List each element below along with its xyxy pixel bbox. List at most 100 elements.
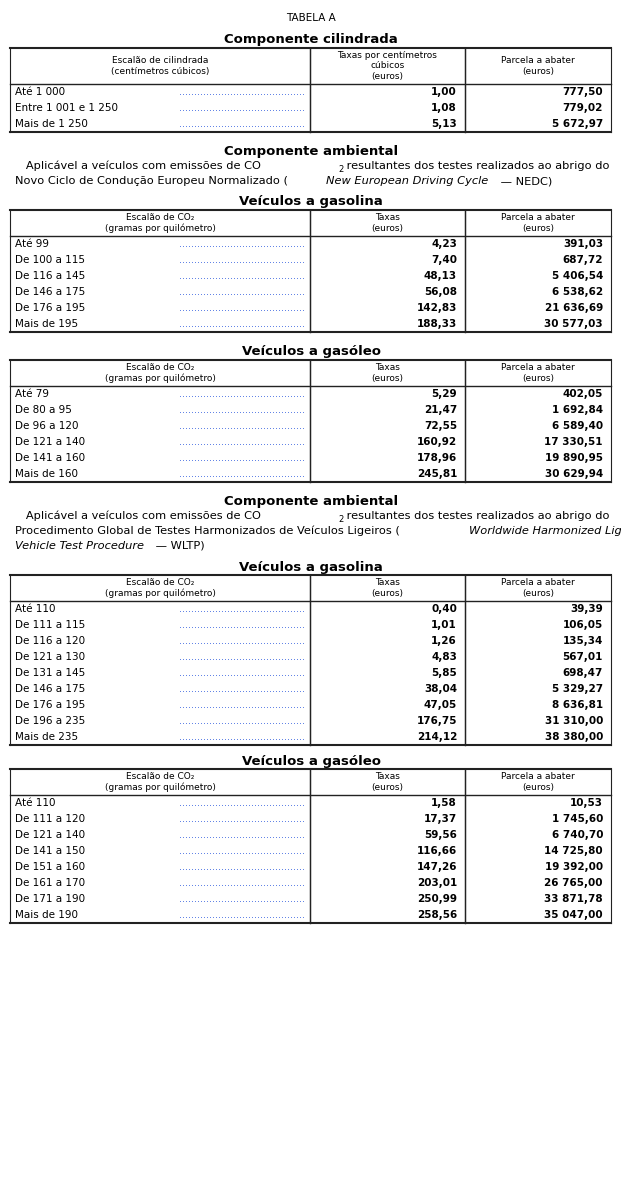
Text: Escalão de CO₂
(gramas por quilómetro): Escalão de CO₂ (gramas por quilómetro) xyxy=(104,772,215,792)
Text: De 141 a 160: De 141 a 160 xyxy=(15,453,85,463)
Text: 39,39: 39,39 xyxy=(570,604,603,614)
Text: 147,26: 147,26 xyxy=(417,862,457,872)
Text: 2: 2 xyxy=(338,165,343,174)
Text: De 100 a 115: De 100 a 115 xyxy=(15,255,85,265)
Text: ..........................................: ........................................… xyxy=(179,652,305,662)
Text: 5,13: 5,13 xyxy=(431,119,457,129)
Text: ..........................................: ........................................… xyxy=(179,453,305,463)
Text: 203,01: 203,01 xyxy=(417,878,457,888)
Text: 48,13: 48,13 xyxy=(424,271,457,281)
Text: Parcela a abater
(euros): Parcela a abater (euros) xyxy=(501,363,575,382)
Text: 14 725,80: 14 725,80 xyxy=(545,846,603,856)
Text: ..........................................: ........................................… xyxy=(179,894,305,904)
Text: Entre 1 001 e 1 250: Entre 1 001 e 1 250 xyxy=(15,103,118,113)
Text: 245,81: 245,81 xyxy=(417,469,457,480)
Text: 250,99: 250,99 xyxy=(417,894,457,904)
Text: De 121 a 130: De 121 a 130 xyxy=(15,652,85,662)
Text: ..........................................: ........................................… xyxy=(179,636,305,646)
Text: 178,96: 178,96 xyxy=(417,453,457,463)
Text: Worldwide Harmonized Light: Worldwide Harmonized Light xyxy=(469,526,621,537)
Text: 7,40: 7,40 xyxy=(431,255,457,265)
Text: 687,72: 687,72 xyxy=(563,255,603,265)
Text: Veículos a gasolina: Veículos a gasolina xyxy=(239,196,383,209)
Text: ..........................................: ........................................… xyxy=(179,814,305,824)
Text: Parcela a abater
(euros): Parcela a abater (euros) xyxy=(501,578,575,598)
Text: ..........................................: ........................................… xyxy=(179,239,305,249)
Text: Veículos a gasóleo: Veículos a gasóleo xyxy=(242,345,381,358)
Text: De 80 a 95: De 80 a 95 xyxy=(15,405,72,415)
Text: De 171 a 190: De 171 a 190 xyxy=(15,894,85,904)
Text: New European Driving Cycle: New European Driving Cycle xyxy=(326,176,488,186)
Text: De 111 a 120: De 111 a 120 xyxy=(15,814,85,824)
Text: Mais de 190: Mais de 190 xyxy=(15,910,78,920)
Text: ..........................................: ........................................… xyxy=(179,421,305,431)
Text: 258,56: 258,56 xyxy=(417,910,457,920)
Text: Vehicle Test Procedure: Vehicle Test Procedure xyxy=(15,541,144,551)
Text: Parcela a abater
(euros): Parcela a abater (euros) xyxy=(501,56,575,76)
Text: 4,83: 4,83 xyxy=(431,652,457,662)
Text: ..........................................: ........................................… xyxy=(179,389,305,399)
Text: De 111 a 115: De 111 a 115 xyxy=(15,620,85,630)
Text: Mais de 195: Mais de 195 xyxy=(15,319,78,329)
Text: ..........................................: ........................................… xyxy=(179,862,305,872)
Text: 5 672,97: 5 672,97 xyxy=(551,119,603,129)
Text: 1,58: 1,58 xyxy=(431,798,457,808)
Text: Parcela a abater
(euros): Parcela a abater (euros) xyxy=(501,214,575,233)
Text: 142,83: 142,83 xyxy=(417,303,457,313)
Text: ..........................................: ........................................… xyxy=(179,87,305,97)
Text: 135,34: 135,34 xyxy=(563,636,603,646)
Text: ..........................................: ........................................… xyxy=(179,716,305,726)
Text: 6 538,62: 6 538,62 xyxy=(552,287,603,297)
Text: 779,02: 779,02 xyxy=(563,103,603,113)
Text: 567,01: 567,01 xyxy=(563,652,603,662)
Text: 31 310,00: 31 310,00 xyxy=(545,716,603,726)
Text: Novo Ciclo de Condução Europeu Normalizado (: Novo Ciclo de Condução Europeu Normaliza… xyxy=(15,176,288,186)
Text: 8 636,81: 8 636,81 xyxy=(552,700,603,710)
Text: Taxas
(euros): Taxas (euros) xyxy=(371,773,404,792)
Text: De 176 a 195: De 176 a 195 xyxy=(15,700,85,710)
Text: 1,00: 1,00 xyxy=(431,87,457,97)
Text: ..........................................: ........................................… xyxy=(179,732,305,742)
Text: Aplicável a veículos com emissões de CO: Aplicável a veículos com emissões de CO xyxy=(15,510,261,521)
Text: Aplicável a veículos com emissões de CO: Aplicável a veículos com emissões de CO xyxy=(15,160,261,171)
Text: 0,40: 0,40 xyxy=(431,604,457,614)
Text: 5,85: 5,85 xyxy=(431,668,457,678)
Text: ..........................................: ........................................… xyxy=(179,798,305,808)
Text: 106,05: 106,05 xyxy=(563,620,603,630)
Text: 21,47: 21,47 xyxy=(424,405,457,415)
Text: ..........................................: ........................................… xyxy=(179,700,305,710)
Text: Parcela a abater
(euros): Parcela a abater (euros) xyxy=(501,773,575,792)
Text: Taxas por centímetros
cúbicos
(euros): Taxas por centímetros cúbicos (euros) xyxy=(338,51,437,81)
Text: 17,37: 17,37 xyxy=(424,814,457,824)
Text: ..........................................: ........................................… xyxy=(179,620,305,630)
Text: 116,66: 116,66 xyxy=(417,846,457,856)
Text: 72,55: 72,55 xyxy=(424,421,457,431)
Text: Até 1 000: Até 1 000 xyxy=(15,87,65,97)
Text: De 96 a 120: De 96 a 120 xyxy=(15,421,78,431)
Text: 33 871,78: 33 871,78 xyxy=(545,894,603,904)
Text: Mais de 235: Mais de 235 xyxy=(15,732,78,742)
Text: Taxas
(euros): Taxas (euros) xyxy=(371,578,404,598)
Text: 5,29: 5,29 xyxy=(432,389,457,399)
Text: 5 406,54: 5 406,54 xyxy=(551,271,603,281)
Text: De 121 a 140: De 121 a 140 xyxy=(15,437,85,447)
Text: ..........................................: ........................................… xyxy=(179,405,305,415)
Text: Componente cilindrada: Componente cilindrada xyxy=(224,33,398,46)
Text: 160,92: 160,92 xyxy=(417,437,457,447)
Text: 19 392,00: 19 392,00 xyxy=(545,862,603,872)
Text: 176,75: 176,75 xyxy=(417,716,457,726)
Text: — NEDC): — NEDC) xyxy=(497,176,552,186)
Text: ..........................................: ........................................… xyxy=(179,846,305,856)
Text: 30 629,94: 30 629,94 xyxy=(545,469,603,480)
Text: Componente ambiental: Componente ambiental xyxy=(224,146,398,159)
Text: Veículos a gasolina: Veículos a gasolina xyxy=(239,560,383,573)
Text: 21 636,69: 21 636,69 xyxy=(545,303,603,313)
Text: De 131 a 145: De 131 a 145 xyxy=(15,668,85,678)
Text: resultantes dos testes realizados ao abrigo do: resultantes dos testes realizados ao abr… xyxy=(343,510,609,521)
Text: Escalão de CO₂
(gramas por quilómetro): Escalão de CO₂ (gramas por quilómetro) xyxy=(104,363,215,383)
Text: Componente ambiental: Componente ambiental xyxy=(224,495,398,508)
Text: ..........................................: ........................................… xyxy=(179,271,305,281)
Text: De 196 a 235: De 196 a 235 xyxy=(15,716,85,726)
Text: De 116 a 145: De 116 a 145 xyxy=(15,271,85,281)
Text: Até 99: Até 99 xyxy=(15,239,49,249)
